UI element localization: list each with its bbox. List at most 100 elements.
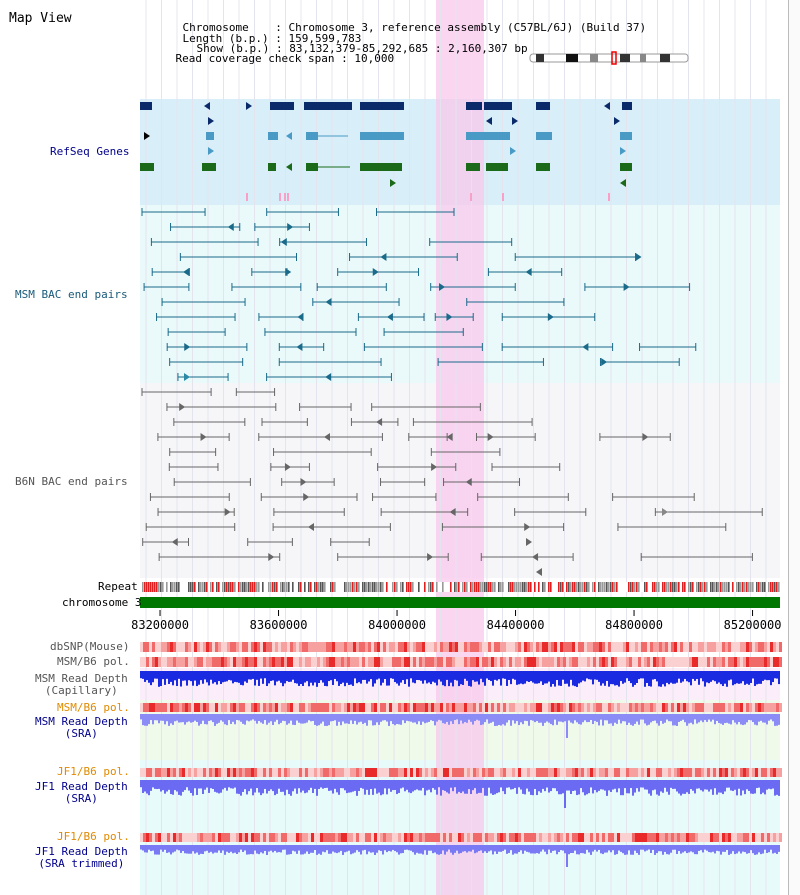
repeat-element [456, 582, 458, 592]
polymorphism-heat-cell [362, 657, 365, 667]
repeat-element [630, 582, 632, 592]
polymorphism-heat-cell [182, 768, 185, 777]
polymorphism-heat-cell [503, 703, 506, 712]
read-depth-bar [680, 714, 682, 721]
read-depth-bar [212, 671, 214, 684]
read-depth-bar [686, 714, 688, 726]
track-label-chromosome[interactable]: chromosome 3 [62, 596, 142, 609]
track-label-jf1-depth-trimmed[interactable]: JF1 Read Depth (SRA trimmed) [35, 846, 128, 870]
track-label-jf1-depth-sra[interactable]: JF1 Read Depth (SRA) [35, 781, 128, 805]
polymorphism-heat-cell [446, 703, 449, 712]
track-label-msm-depth-capillary[interactable]: MSM Read Depth (Capillary) [35, 673, 128, 697]
polymorphism-heat-cell [611, 642, 614, 652]
polymorphism-heat-cell [416, 768, 419, 777]
track-label-repeat[interactable]: Repeat [98, 580, 138, 593]
polymorphism-heat-cell [761, 833, 764, 842]
read-depth-bar [368, 845, 370, 852]
polymorphism-heat-cell [404, 642, 407, 652]
track-label-msm-bac[interactable]: MSM BAC end pairs [15, 288, 128, 301]
repeat-element [274, 582, 276, 592]
track-label-msm-b6-pol-sra[interactable]: MSM/B6 pol. [57, 701, 130, 714]
polymorphism-heat-cell [425, 703, 428, 712]
scrollbar-edge[interactable] [788, 0, 800, 895]
polymorphism-heat-cell [707, 768, 710, 777]
read-depth-bar [170, 714, 172, 724]
header-coverage-value: 10,000 [354, 52, 395, 65]
read-depth-bar [178, 780, 180, 795]
read-depth-bar [444, 714, 446, 724]
polymorphism-heat-cell [164, 768, 167, 777]
polymorphism-heat-cell [722, 642, 725, 652]
polymorphism-heat-cell [773, 642, 776, 652]
track-label-dbsnp[interactable]: dbSNP(Mouse) [50, 640, 130, 653]
read-depth-bar [344, 780, 346, 791]
polymorphism-heat-cell [608, 642, 611, 652]
read-depth-bar [752, 671, 754, 679]
track-label-msm-b6-pol[interactable]: MSM/B6 pol. [57, 655, 130, 668]
repeat-element [726, 582, 728, 592]
read-depth-bar [496, 845, 498, 854]
track-label-jf1-b6-pol[interactable]: JF1/B6 pol. [57, 765, 130, 778]
read-depth-bar [292, 714, 294, 725]
polymorphism-heat-cell [254, 657, 257, 667]
polymorphism-heat-cell [263, 703, 266, 712]
read-depth-bar [464, 671, 466, 679]
repeat-element [692, 582, 694, 592]
selected-region-highlight[interactable] [436, 0, 484, 895]
read-depth-bar [148, 845, 150, 850]
polymorphism-heat-cell [182, 833, 185, 842]
read-depth-bar [346, 714, 348, 724]
read-depth-bar [676, 714, 678, 726]
read-depth-bar [328, 714, 330, 726]
track-label-refseq-genes[interactable]: RefSeq Genes [50, 145, 130, 158]
polymorphism-heat-cell [299, 768, 302, 777]
polymorphism-heat-cell [452, 768, 455, 777]
read-depth-bar [142, 714, 144, 726]
repeat-element [224, 582, 226, 592]
polymorphism-heat-cell [302, 768, 305, 777]
polymorphism-heat-cell [170, 657, 173, 667]
read-depth-bar [470, 714, 472, 722]
read-depth-bar [444, 671, 446, 687]
polymorphism-heat-cell [215, 657, 218, 667]
polymorphism-heat-cell [632, 657, 635, 667]
track-label-b6n-bac[interactable]: B6N BAC end pairs [15, 475, 128, 488]
polymorphism-heat-cell [164, 642, 167, 652]
polymorphism-heat-cell [716, 703, 719, 712]
read-depth-bar [324, 714, 326, 726]
repeat-element [698, 582, 700, 592]
polymorphism-heat-cell [344, 703, 347, 712]
polymorphism-heat-cell [647, 657, 650, 667]
polymorphism-heat-cell [578, 642, 581, 652]
track-label-jf1-b6-pol-trimmed[interactable]: JF1/B6 pol. [57, 830, 130, 843]
polymorphism-heat-cell [401, 703, 404, 712]
gene-exon-block [268, 163, 276, 171]
repeat-element [298, 582, 300, 592]
read-depth-bar [358, 671, 360, 683]
polymorphism-heat-cell [155, 657, 158, 667]
read-depth-bar [736, 845, 738, 854]
read-depth-bar [754, 780, 756, 794]
read-depth-bar [476, 714, 478, 720]
polymorphism-heat-cell [584, 657, 587, 667]
track-label-msm-depth-sra[interactable]: MSM Read Depth (SRA) [35, 716, 128, 740]
repeat-element [318, 582, 320, 592]
polymorphism-heat-cell [500, 768, 503, 777]
read-depth-bar [604, 714, 606, 721]
polymorphism-heat-cell [179, 642, 182, 652]
polymorphism-heat-cell [458, 833, 461, 842]
polymorphism-heat-cell [710, 657, 713, 667]
polymorphism-heat-cell [185, 833, 188, 842]
polymorphism-heat-cell [542, 768, 545, 777]
polymorphism-heat-cell [308, 768, 311, 777]
repeat-element [560, 582, 562, 592]
read-depth-bar [626, 780, 628, 794]
read-depth-bar [700, 780, 702, 791]
polymorphism-heat-cell [350, 657, 353, 667]
polymorphism-heat-cell [677, 657, 680, 667]
polymorphism-heat-cell [758, 768, 761, 777]
repeat-element [436, 582, 438, 592]
read-depth-bar [604, 671, 606, 686]
polymorphism-heat-cell [656, 768, 659, 777]
